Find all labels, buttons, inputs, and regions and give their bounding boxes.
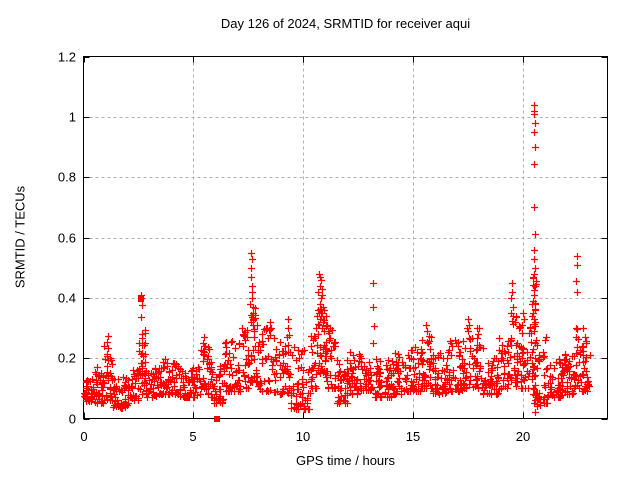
- y-tick-label: 1: [69, 110, 76, 125]
- y-tick-label: 0: [69, 412, 76, 427]
- grid-path: [83, 56, 608, 419]
- x-tick-label: 15: [406, 429, 420, 444]
- y-tick-label: 1.2: [58, 50, 76, 65]
- data-point-square: [214, 416, 220, 422]
- data-points-plus: [81, 102, 594, 416]
- x-tick-label: 0: [80, 429, 87, 444]
- y-tick-label: 0.6: [58, 231, 76, 246]
- x-tick-label: 10: [296, 429, 310, 444]
- x-tick-label: 5: [189, 429, 196, 444]
- tick-marks: [83, 56, 608, 420]
- y-tick-label: 0.2: [58, 351, 76, 366]
- chart-title: Day 126 of 2024, SRMTID for receiver aqu…: [220, 16, 471, 31]
- plot-border: [83, 56, 608, 419]
- y-tick-label: 0.4: [58, 291, 76, 306]
- x-axis-title: GPS time / hours: [296, 453, 395, 468]
- y-tick-label: 0.8: [58, 170, 76, 185]
- x-tick-label: 20: [516, 429, 530, 444]
- data-point-square: [138, 296, 144, 302]
